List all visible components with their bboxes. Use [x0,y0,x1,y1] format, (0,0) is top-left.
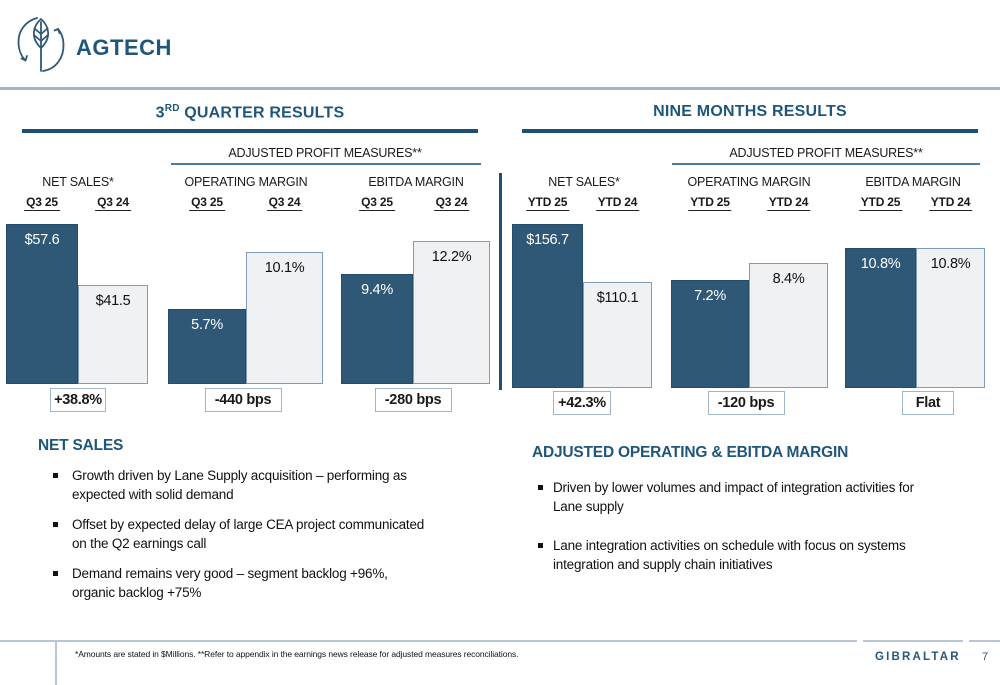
bar-value-label: 10.8% [860,256,901,272]
ordinal-suffix: RD [164,103,180,114]
section-title: 3RD QUARTER RESULTS [155,103,345,122]
adjusted-margin-bullets: Driven by lower volumes and impact of in… [538,478,988,594]
adjusted-profit-measures-label: ADJUSTED PROFIT MEASURES** [729,146,923,160]
period-label: YTD 25 [858,195,903,211]
bullet-item: Lane integration activities on schedule … [538,536,988,574]
page-title: AGTECH [76,35,172,60]
bar-value-label: 10.8% [930,256,971,272]
bar: $110.1 [583,282,652,388]
footer-divider-mid [863,640,963,642]
delta-badge: +38.8% [50,388,106,412]
bar: $156.7 [512,224,583,388]
net-sales-bullets: Growth driven by Lane Supply acquisition… [53,466,473,613]
header-divider [0,87,1000,90]
period-label: YTD 24 [928,195,973,211]
metric-header: NET SALES* [548,175,620,189]
section-title-underline [22,129,478,133]
agtech-leaf-recycle-icon [17,17,65,72]
metric-header: OPERATING MARGIN [184,175,308,189]
period-label: YTD 24 [766,195,811,211]
footer-divider-right [969,640,1000,642]
period-label: YTD 25 [688,195,732,211]
section-title: NINE MONTHS RESULTS [653,103,847,120]
adjusted-profit-measures-label: ADJUSTED PROFIT MEASURES** [228,146,422,160]
bar: 12.2% [413,241,490,384]
adjusted-profit-measures-underline [171,163,481,165]
bullet-item: Demand remains very good – segment backl… [53,564,473,602]
bullet-item: Driven by lower volumes and impact of in… [538,478,988,516]
adjusted-margin-heading: ADJUSTED OPERATING & EBITDA MARGIN [532,444,849,461]
period-label: Q3 24 [266,195,303,211]
footer-divider-left [0,640,857,642]
bar: 7.2% [671,280,749,388]
period-label: Q3 24 [433,195,470,211]
bar: 10.1% [246,252,323,384]
bar-value-label: $41.5 [95,293,131,309]
delta-badge: Flat [902,391,954,415]
bar-value-label: $57.6 [24,232,60,248]
footnote: *Amounts are stated in $Millions. **Refe… [75,649,519,659]
delta-badge: -120 bps [707,391,785,415]
page-number: 7 [982,651,989,663]
delta-badge: -440 bps [204,388,282,412]
bar: 10.8% [916,248,985,388]
bar-value-label: $156.7 [526,232,569,248]
metric-header: OPERATING MARGIN [687,175,811,189]
bar-value-label: 5.7% [191,317,223,333]
bar: 5.7% [168,309,246,384]
sections-vertical-divider [499,173,502,390]
bullet-item: Offset by expected delay of large CEA pr… [53,515,473,553]
bar-value-label: 8.4% [772,271,805,287]
bar: $57.6 [6,224,78,384]
section-title-underline [522,129,978,133]
net-sales-heading: NET SALES [38,437,124,454]
bar: 9.4% [341,274,413,384]
period-label: Q3 25 [359,195,395,211]
adjusted-profit-measures-underline [672,163,980,165]
bullet-item: Growth driven by Lane Supply acquisition… [53,466,473,504]
metric-header: EBITDA MARGIN [865,175,961,189]
period-label: Q3 24 [95,195,131,211]
period-label: Q3 25 [189,195,225,211]
period-label: Q3 25 [24,195,60,211]
bar-value-label: 10.1% [264,260,305,276]
period-label: YTD 24 [595,195,640,211]
metric-header: NET SALES* [42,175,114,189]
bar-value-label: $110.1 [596,290,639,306]
bar: 10.8% [845,248,916,388]
delta-badge: -280 bps [374,388,452,412]
bar: $41.5 [78,285,148,384]
footer-vertical-rule [55,641,57,685]
bar-value-label: 9.4% [361,282,393,298]
period-label: YTD 25 [525,195,570,211]
bar: 8.4% [749,263,828,388]
bar-value-label: 7.2% [694,288,726,304]
delta-badge: +42.3% [553,391,611,415]
gibraltar-logo: GIBRALTAR [875,651,961,663]
bar-value-label: 12.2% [431,249,472,265]
metric-header: EBITDA MARGIN [368,175,464,189]
